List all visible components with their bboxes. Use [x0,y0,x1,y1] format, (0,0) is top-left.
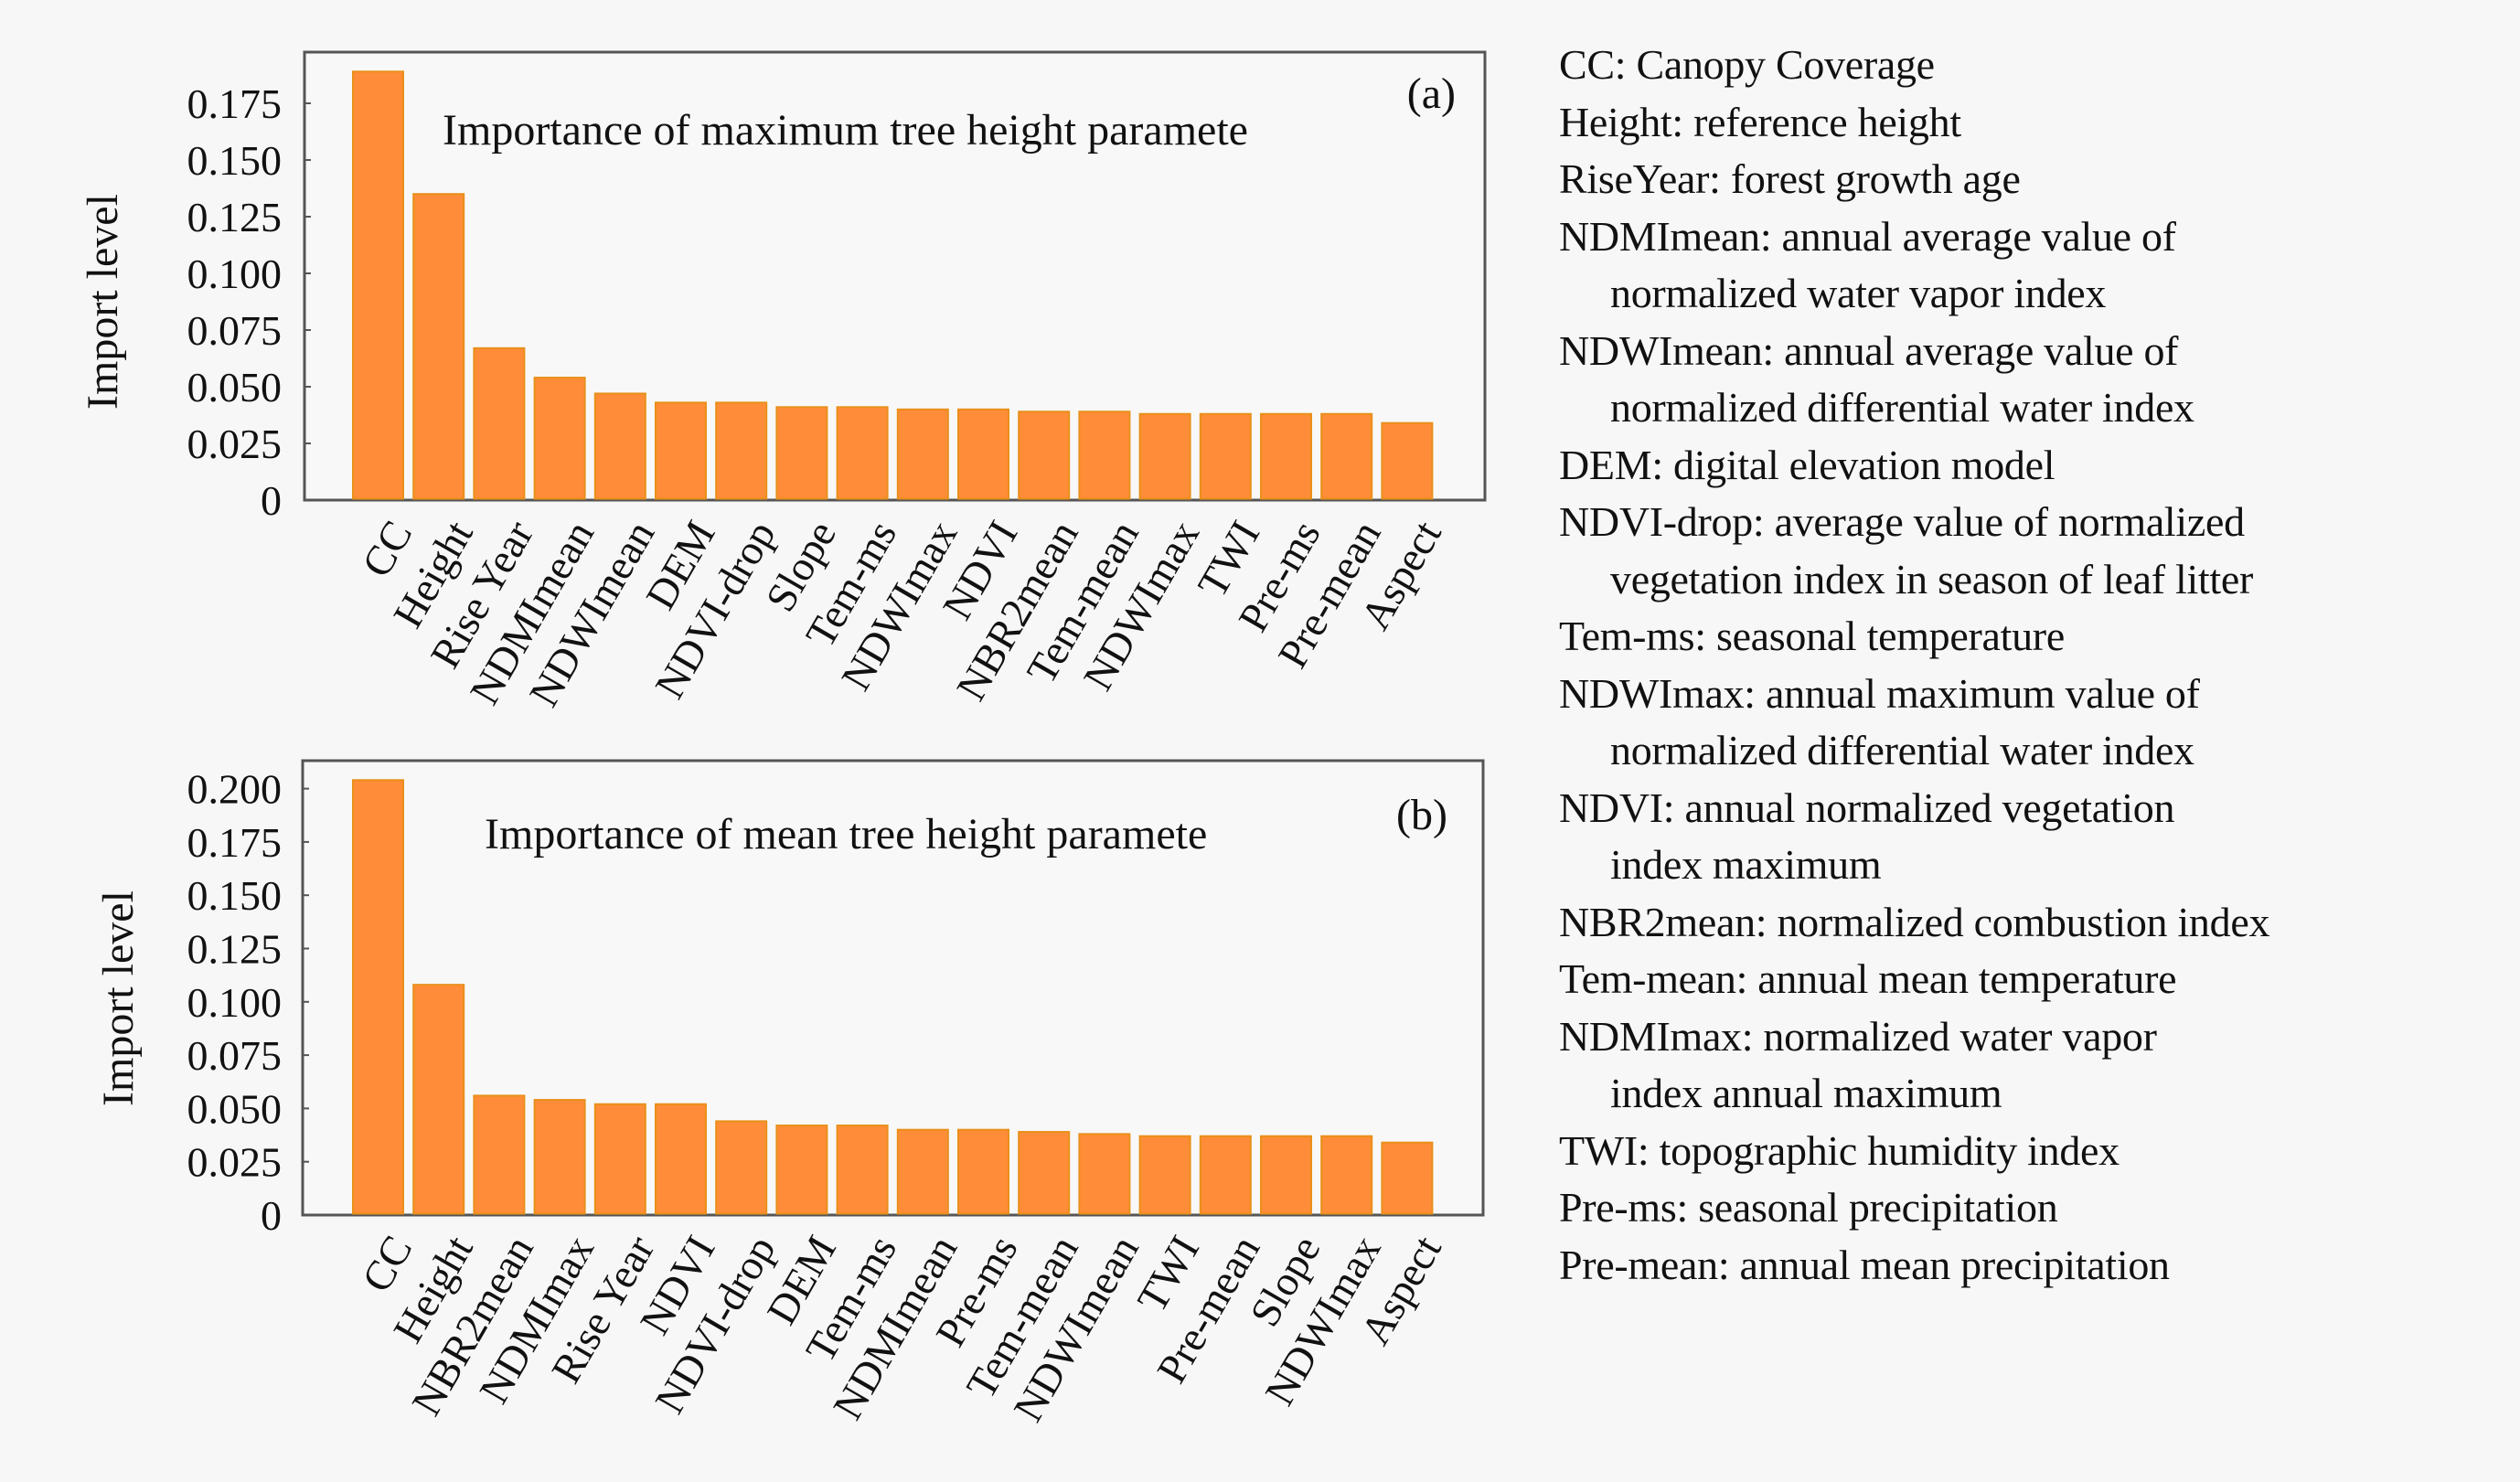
bar-aspect [1381,421,1434,500]
bar-pre-mean [1199,1135,1252,1215]
bar-rise-year [593,1103,646,1215]
bar-twi [1199,412,1252,500]
glossary-entry: NDWImean: annual average value of [1559,326,2179,374]
bar-pre-mean [1320,412,1373,500]
bar-tem-mean [1078,410,1131,500]
bar-ndvi [655,1103,707,1215]
bar-ndwimean [1078,1133,1131,1215]
glossary-entry: DEM: digital elevation model [1559,441,2056,488]
bar-aspect [1381,1141,1434,1215]
bar-dem [655,401,707,500]
bar-slope [1260,1135,1312,1215]
glossary-entry: NDVI-drop: average value of normalized [1559,498,2245,545]
y-tick-label: 0.175 [187,80,283,127]
panel-label: (b) [1396,791,1447,839]
y-tick-label: 0.175 [187,819,283,866]
y-tick-label: 0.100 [187,979,283,1026]
bar-ndmimax [533,1099,586,1215]
chart-panel-a: 0 0.025 0.050 0.075 0.100 0.125 0.150 0.175 Impo… [79,50,1487,714]
y-tick-label: 0.125 [187,194,283,240]
bar-pre-ms [1260,412,1312,500]
y-tick-label: 0.025 [187,421,283,467]
bar-nbr2mean [1018,410,1071,500]
glossary-entry: Tem-mean: annual mean temperature [1559,955,2177,1002]
glossary-continuation: normalized differential water index [1610,727,2194,773]
y-axis-label: Import level [79,194,127,410]
bar-ndvi-drop [715,1120,768,1215]
glossary-entry: Height: reference height [1559,98,1961,145]
glossary-entry: CC: Canopy Coverage [1559,41,1935,88]
bar-ndwimax [896,408,949,500]
glossary-continuation: index maximum [1610,841,1882,888]
glossary-entry: RiseYear: forest growth age [1559,155,2021,202]
y-tick-label: 0.050 [187,364,283,410]
glossary-continuation: normalized differential water index [1610,384,2194,431]
bar-cc [352,779,404,1215]
panel-label: (a) [1407,69,1456,118]
chart-title: Importance of maximum tree height parame… [443,106,1248,155]
bar-ndmimean [533,377,586,500]
y-axis-label: Import level [94,890,143,1106]
y-tick-label: 0.100 [187,251,283,297]
bar-ndvi [957,408,1009,500]
y-tick-label: 0.075 [187,307,283,354]
glossary-entry: NDWImax: annual maximum value of [1559,669,2200,717]
glossary-entry: Pre-mean: annual mean precipitation [1559,1241,2170,1288]
glossary-entry: NDMImax: normalized water vapor [1559,1012,2157,1060]
glossary-entry: NDVI: annual normalized vegetation [1559,784,2175,831]
y-tick-label: 0.150 [187,137,283,184]
bar-nbr2mean [473,1094,526,1215]
y-tick-label: 0.125 [187,926,283,973]
bar-ndwimax [1138,412,1191,500]
bar-height [412,984,465,1215]
bar-rise-year [473,347,526,500]
bar-pre-ms [957,1128,1009,1215]
bar-tem-ms [836,1125,889,1215]
y-tick-label: 0.025 [187,1139,283,1186]
bar-tem-mean [1018,1131,1071,1215]
y-tick-label: 0 [261,477,282,524]
bar-ndwimax [1320,1135,1373,1215]
glossary-entry: TWI: topographic humidity index [1559,1126,2120,1174]
glossary-entry: Pre-ms: seasonal precipitation [1559,1184,2058,1231]
glossary-continuation: index annual maximum [1610,1070,2002,1116]
y-tick-label: 0.200 [187,766,283,813]
glossary-entry: NBR2mean: normalized combustion index [1559,898,2270,945]
chart-title: Importance of mean tree height paramete [485,810,1207,858]
abbreviation-glossary: CC: Canopy Coverage Height: reference hei… [1559,37,2269,1294]
chart-panel-b: 0 0.025 0.050 0.075 0.100 0.125 0.150 0.175 0.20… [94,759,1485,1429]
bar-slope [775,406,828,500]
bar-ndmimean [896,1128,949,1215]
glossary-entry: Tem-ms: seasonal temperature [1559,613,2065,659]
bar-tem-ms [836,406,889,500]
bar-ndvi-drop [715,401,768,500]
bar-ndwimean [593,392,646,500]
glossary-entry: NDMImean: annual average value of [1559,212,2176,260]
y-tick-label: 0.050 [187,1085,283,1132]
y-tick-label: 0 [261,1192,282,1239]
glossary-continuation: vegetation index in season of leaf litte… [1610,555,2254,602]
y-tick-label: 0.075 [187,1032,283,1079]
bar-dem [775,1125,828,1215]
bar-twi [1138,1135,1191,1215]
glossary-continuation: normalized water vapor index [1610,270,2107,316]
bar-height [412,193,465,500]
y-tick-label: 0.150 [187,872,283,919]
bar-cc [352,70,404,500]
